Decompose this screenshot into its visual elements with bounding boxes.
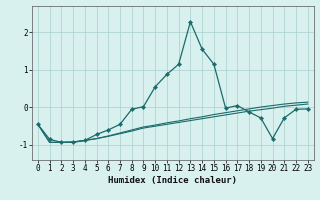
X-axis label: Humidex (Indice chaleur): Humidex (Indice chaleur): [108, 176, 237, 185]
